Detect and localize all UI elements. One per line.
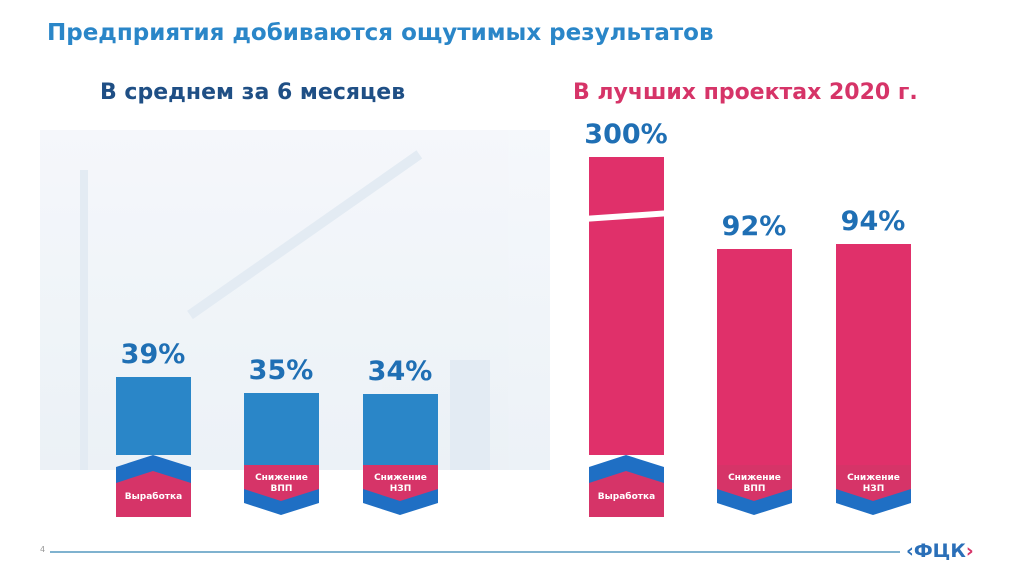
- data-label: 35%: [248, 354, 314, 386]
- bar-best-2: [836, 244, 911, 465]
- left-chart-title: В среднем за 6 месяцев: [100, 80, 406, 105]
- footer-divider: [50, 551, 900, 553]
- category-label: Снижение НЗП: [363, 465, 438, 515]
- bar-avg-1: [244, 392, 319, 465]
- bar-best-1: [717, 248, 792, 465]
- slide-title: Предприятия добиваются ощутимых результа…: [47, 20, 714, 46]
- data-label: 39%: [120, 338, 186, 370]
- data-label: 92%: [721, 210, 787, 242]
- category-label-line: НЗП: [389, 484, 412, 494]
- category-label-line: Снижение: [255, 473, 308, 483]
- category-label: Снижение ВПП: [244, 465, 319, 515]
- category-label-line: Выработка: [597, 492, 656, 502]
- right-chart-title: В лучших проектах 2020 г.: [573, 80, 918, 105]
- category-label: Выработка: [589, 455, 664, 517]
- category-label: Снижение НЗП: [836, 465, 911, 515]
- data-label: 300%: [584, 119, 668, 150]
- category-label-line: ВПП: [743, 484, 766, 494]
- category-label-line: НЗП: [862, 484, 885, 494]
- bar-avg-0: [116, 376, 191, 455]
- data-label: 94%: [840, 206, 906, 238]
- category-label-line: Снижение: [847, 473, 900, 483]
- bar-avg-2: [363, 394, 438, 465]
- category-label-line: Выработка: [124, 492, 183, 502]
- category-label: Снижение ВПП: [717, 465, 792, 515]
- category-label-line: Снижение: [728, 473, 781, 483]
- page-number: 4: [40, 545, 46, 554]
- company-logo: ‹ФЦК›: [906, 540, 974, 562]
- category-label: Выработка: [116, 455, 191, 517]
- bar-best-0: [589, 157, 664, 455]
- category-label-line: Снижение: [374, 473, 427, 483]
- data-label: 34%: [367, 356, 433, 387]
- category-label-line: ВПП: [270, 484, 293, 494]
